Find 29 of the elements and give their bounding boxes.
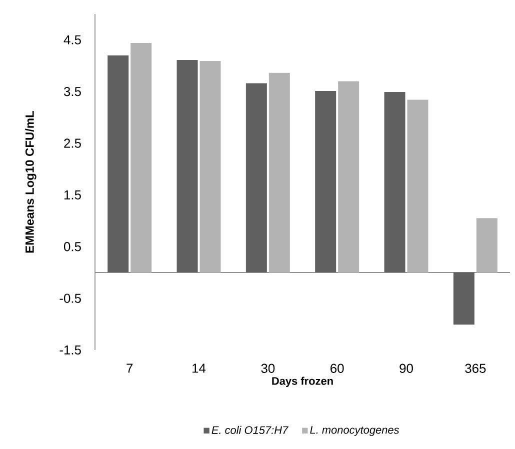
bar: [200, 61, 221, 272]
x-tick-label: 14: [192, 364, 206, 373]
bar: [338, 81, 360, 272]
y-axis-title: EMMeans Log10 CFU/mL: [25, 110, 36, 253]
legend-label: L. monocytogenes: [310, 426, 400, 436]
bar: [268, 72, 290, 272]
bar: [384, 92, 406, 272]
x-tick-label: 60: [330, 364, 344, 373]
bar: [246, 83, 267, 272]
bar: [108, 55, 129, 272]
bar: [407, 100, 428, 272]
y-tick-label: -0.5: [60, 294, 81, 303]
y-tick-label: 1.5: [64, 190, 81, 200]
y-tick-label: 2.5: [64, 138, 81, 148]
bar: [130, 42, 152, 272]
bar: [476, 218, 498, 272]
y-tick-label: 4.5: [64, 35, 81, 44]
x-tick-label: 90: [400, 364, 413, 373]
bar: [453, 272, 474, 325]
bar: [315, 91, 336, 272]
y-tick-label: -1.5: [60, 345, 81, 355]
x-tick-label: 365: [465, 364, 486, 373]
y-tick-label: 3.5: [64, 86, 81, 96]
x-axis-title: Days frozen: [272, 376, 333, 387]
bar: [176, 60, 198, 272]
y-tick-label: 0.5: [64, 242, 81, 252]
legend-label: E. coli O157:H7: [212, 426, 288, 434]
x-tick-label: 30: [261, 364, 275, 373]
x-tick-label: 7: [126, 364, 133, 373]
